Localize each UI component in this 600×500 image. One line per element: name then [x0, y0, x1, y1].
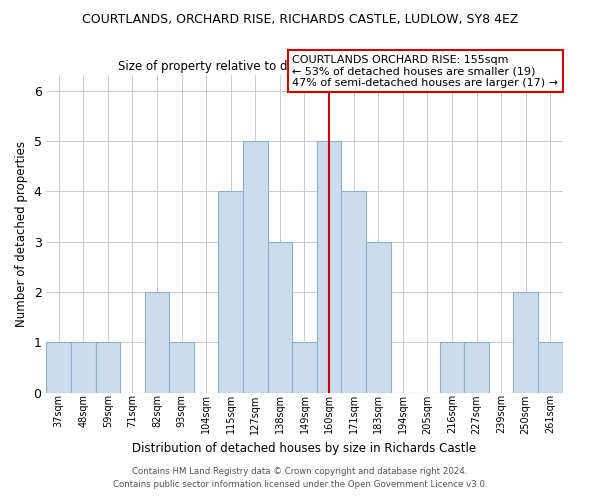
Bar — [366, 242, 391, 393]
Text: Contains HM Land Registry data © Crown copyright and database right 2024.
Contai: Contains HM Land Registry data © Crown c… — [113, 468, 487, 489]
Bar — [538, 342, 563, 393]
Bar — [71, 342, 95, 393]
Bar — [95, 342, 120, 393]
Bar — [268, 242, 292, 393]
Bar — [46, 342, 71, 393]
Text: COURTLANDS, ORCHARD RISE, RICHARDS CASTLE, LUDLOW, SY8 4EZ: COURTLANDS, ORCHARD RISE, RICHARDS CASTL… — [82, 12, 518, 26]
Bar — [169, 342, 194, 393]
Bar — [145, 292, 169, 393]
Bar — [317, 141, 341, 393]
Bar — [464, 342, 489, 393]
Bar — [243, 141, 268, 393]
Y-axis label: Number of detached properties: Number of detached properties — [15, 141, 28, 327]
Text: COURTLANDS ORCHARD RISE: 155sqm
← 53% of detached houses are smaller (19)
47% of: COURTLANDS ORCHARD RISE: 155sqm ← 53% of… — [292, 55, 558, 88]
Bar — [292, 342, 317, 393]
Bar — [514, 292, 538, 393]
X-axis label: Distribution of detached houses by size in Richards Castle: Distribution of detached houses by size … — [133, 442, 476, 455]
Bar — [218, 192, 243, 393]
Title: Size of property relative to detached houses in Richards Castle: Size of property relative to detached ho… — [118, 60, 491, 73]
Bar — [341, 192, 366, 393]
Bar — [440, 342, 464, 393]
